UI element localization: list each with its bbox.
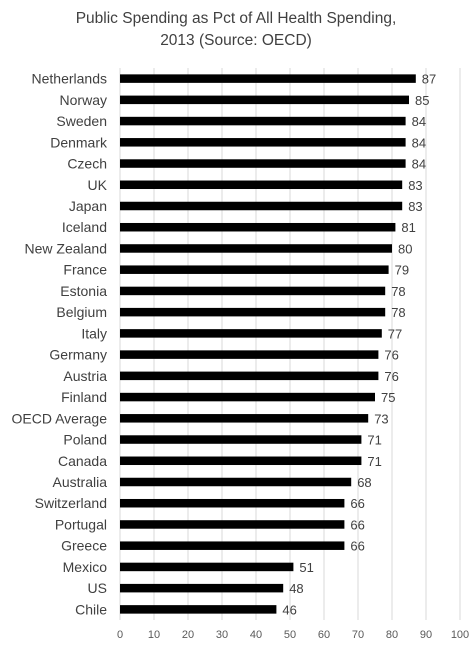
category-label: Poland (63, 432, 107, 448)
bar (120, 286, 386, 296)
category-label: Finland (61, 389, 107, 405)
category-label: Sweden (56, 113, 107, 129)
x-tick-label: 100 (451, 629, 469, 641)
bar (120, 201, 403, 211)
x-tick-label: 30 (216, 629, 228, 641)
data-label: 66 (350, 517, 364, 532)
bar (120, 477, 352, 487)
data-label: 84 (412, 114, 426, 129)
data-label: 84 (412, 135, 426, 150)
category-label: France (63, 262, 107, 278)
bar (120, 265, 389, 274)
category-label: Denmark (50, 134, 108, 150)
x-tick-label: 60 (318, 629, 330, 641)
data-label: 46 (282, 602, 296, 617)
data-label: 79 (395, 263, 409, 278)
category-label: Japan (69, 198, 107, 214)
bar (120, 605, 277, 614)
chart-title: Public Spending as Pct of All Health Spe… (0, 8, 472, 52)
category-label: Estonia (60, 283, 107, 299)
bar (120, 541, 345, 550)
data-label: 68 (357, 475, 371, 490)
chart-title-line-2: 2013 (Source: OECD) (160, 32, 312, 49)
data-label: 77 (388, 326, 402, 341)
x-tick-label: 10 (148, 629, 160, 641)
category-label: US (88, 580, 107, 596)
data-label: 85 (415, 93, 429, 108)
bar (120, 74, 416, 83)
gridlines (119, 68, 461, 620)
bar (120, 159, 406, 168)
x-tick-label: 80 (386, 629, 398, 641)
category-label: Germany (49, 347, 107, 363)
bar (120, 520, 345, 529)
data-label: 81 (401, 220, 415, 235)
category-label: Czech (67, 156, 107, 172)
category-labels: Netherlands Norway Sweden Denmark Czech UK Jap… (12, 71, 108, 618)
bar (120, 95, 409, 105)
bar (120, 435, 362, 444)
bars (120, 74, 416, 614)
data-label: 84 (412, 157, 426, 172)
bar (120, 498, 345, 508)
data-labels: 87 85 84 84 84 83 83 81 80 79 78 78 77 76 76 75 73 71 71 68… (282, 72, 436, 618)
category-label: Belgium (56, 304, 107, 320)
data-label: 76 (384, 369, 398, 384)
bar (120, 222, 396, 232)
category-label: Austria (63, 368, 107, 384)
data-label: 48 (289, 581, 303, 596)
category-label: Norway (60, 92, 107, 108)
category-label: Netherlands (32, 71, 108, 87)
data-label: 66 (350, 539, 364, 554)
data-label: 78 (391, 305, 405, 320)
category-label: Switzerland (35, 495, 107, 511)
category-label: OECD Average (12, 410, 108, 426)
data-label: 66 (350, 496, 364, 511)
bar (120, 456, 362, 466)
bar (120, 583, 284, 593)
x-tick-label: 40 (250, 629, 262, 641)
category-label: Italy (81, 325, 107, 341)
category-label: Australia (53, 474, 108, 490)
data-label: 83 (408, 199, 422, 214)
x-tick-label: 70 (352, 629, 364, 641)
data-label: 87 (422, 72, 436, 87)
data-label: 71 (367, 433, 381, 448)
category-label: Iceland (62, 219, 107, 235)
x-tick-labels: 0 10 20 30 40 50 60 70 80 90 100 (117, 629, 469, 641)
data-label: 78 (391, 284, 405, 299)
x-tick-label: 90 (420, 629, 432, 641)
data-label: 75 (381, 390, 395, 405)
bar (120, 414, 369, 423)
data-label: 73 (374, 411, 388, 426)
bar (120, 392, 375, 402)
bar (120, 138, 406, 147)
x-tick-label: 0 (117, 629, 123, 641)
x-tick-label: 20 (182, 629, 194, 641)
category-label: New Zealand (25, 240, 108, 256)
data-label: 83 (408, 178, 422, 193)
bar (120, 562, 294, 572)
x-tick-label: 50 (284, 629, 296, 641)
bar (120, 371, 379, 381)
bar (120, 307, 386, 317)
bar (120, 180, 403, 190)
category-label: Mexico (63, 559, 108, 575)
category-label: Greece (61, 538, 107, 554)
bar (120, 329, 382, 338)
data-label: 51 (299, 560, 313, 575)
category-label: UK (88, 177, 108, 193)
bar (120, 244, 392, 253)
chart-title-line-1: Public Spending as Pct of All Health Spe… (75, 10, 397, 27)
bar (120, 116, 406, 126)
bar (120, 350, 379, 359)
category-label: Canada (58, 453, 107, 469)
category-label: Portugal (55, 516, 107, 532)
data-label: 71 (367, 454, 381, 469)
category-label: Chile (75, 601, 107, 617)
data-label: 80 (398, 241, 412, 256)
data-label: 76 (384, 348, 398, 363)
